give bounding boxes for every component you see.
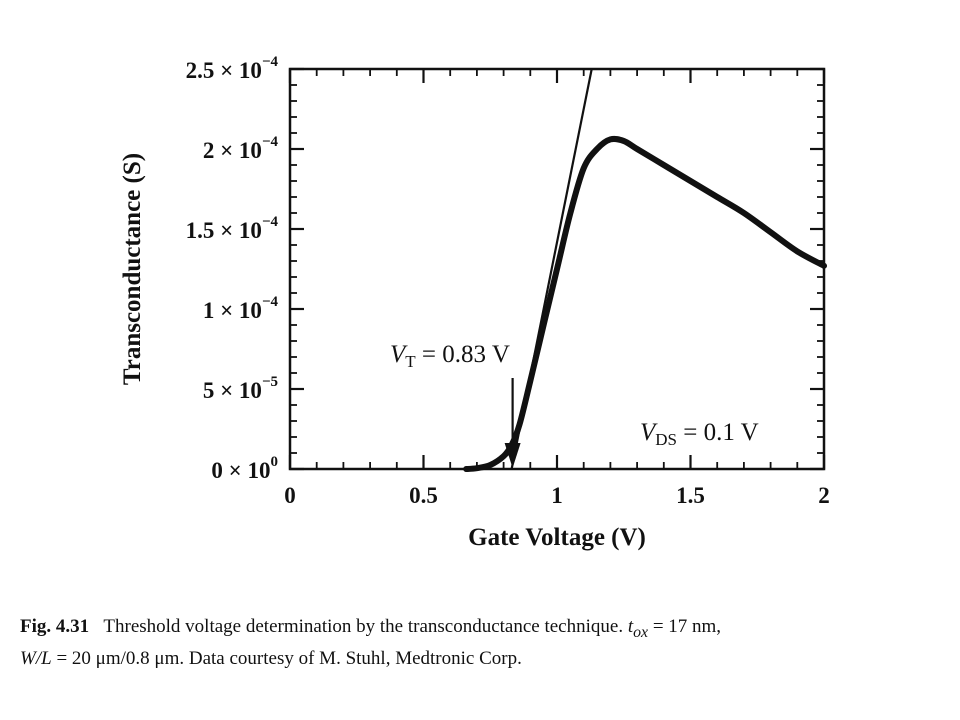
wl-symbol: W/L (20, 647, 52, 669)
transconductance-chart: 0 0.5 1 1.5 2 0 × 100 5 × 10−5 1 × 10−4 1.5 × 1… (119, 54, 830, 551)
x-tick-label: 1 (551, 483, 563, 508)
tox-subscript: ox (633, 623, 649, 641)
x-tick-label: 0 (284, 483, 296, 508)
x-tick-label: 1.5 (676, 483, 705, 508)
vds-annotation: VDS = 0.1 V (640, 419, 759, 449)
caption-text: Threshold voltage determination by the t… (103, 616, 628, 637)
x-minor-ticks (315, 69, 799, 469)
y-major-ticks (290, 67, 824, 471)
y-tick-label: 1.5 × 10−4 (186, 214, 279, 243)
figure-label: Fig. 4.31 (20, 616, 90, 637)
y-tick-label: 2.5 × 10−4 (186, 54, 279, 83)
caption-line-2: W/L = 20 μm/0.8 μm. Data courtesy of M. … (20, 646, 945, 672)
caption-line-1: Fig. 4.31 Threshold voltage determinatio… (20, 614, 945, 646)
x-tick-labels: 0 0.5 1 1.5 2 (284, 483, 830, 508)
vt-annotation: VT = 0.83 V (390, 341, 510, 371)
y-tick-label: 0 × 100 (211, 454, 278, 483)
y-tick-labels: 0 × 100 5 × 10−5 1 × 10−4 1.5 × 10−4 2 × 10−… (186, 54, 279, 483)
y-tick-label: 1 × 10−4 (203, 294, 279, 323)
y-tick-label: 2 × 10−4 (203, 134, 279, 163)
caption-line-2-text: = 20 μm/0.8 μm. Data courtesy of M. Stuh… (51, 647, 522, 669)
vt-arrow-head (504, 443, 521, 468)
tox-value: = 17 nm, (648, 616, 722, 637)
y-axis-title: Transconductance (S) (119, 153, 146, 385)
y-tick-label: 5 × 10−5 (203, 374, 278, 403)
figure-caption: Fig. 4.31 Threshold voltage determinatio… (20, 614, 945, 672)
x-tick-label: 0.5 (409, 483, 438, 508)
y-minor-ticks (290, 84, 824, 454)
x-axis-title: Gate Voltage (V) (468, 524, 646, 551)
x-major-ticks (288, 69, 826, 469)
tox-symbol: t (627, 616, 634, 637)
x-tick-label: 2 (818, 483, 830, 508)
